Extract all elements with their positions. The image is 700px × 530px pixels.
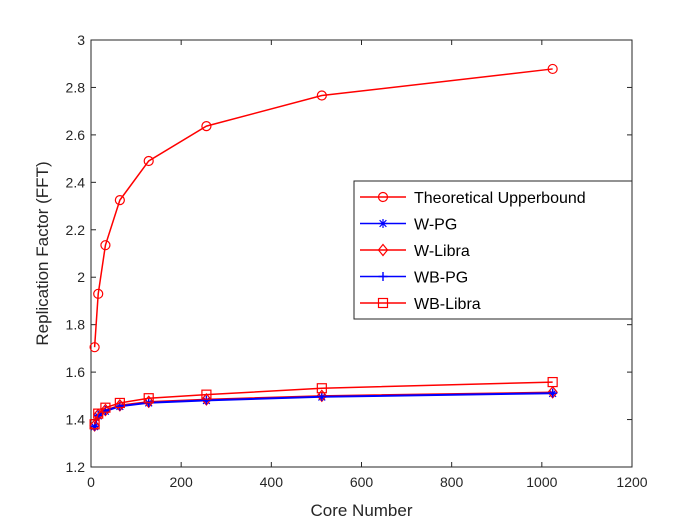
data-point	[100, 240, 111, 251]
y-tick-label: 2.4	[66, 174, 86, 190]
data-point	[316, 383, 327, 394]
legend-item: Theoretical Upperbound	[360, 190, 586, 207]
circle-marker-shape	[143, 155, 154, 167]
data-point	[201, 121, 212, 132]
x-tick-label: 600	[350, 474, 374, 490]
y-axis: 1.2 1.4 1.6 1.8 2 2.2 2.4 2.6 2.8 3	[66, 32, 632, 475]
y-tick-label: 3	[77, 32, 85, 48]
legend-marker	[377, 191, 389, 203]
diamond-marker-shape	[143, 395, 154, 409]
circle-marker-shape	[93, 288, 104, 299]
legend-marker	[378, 219, 388, 228]
legend-label: W-Libra	[414, 243, 470, 260]
circle-marker-shape	[100, 240, 111, 251]
y-axis-title: Replication Factor (FFT)	[33, 161, 52, 345]
asterisk-marker-d2	[379, 219, 387, 228]
y-tick-label: 1.8	[66, 317, 86, 333]
data-point	[201, 395, 211, 405]
data-point	[143, 395, 154, 409]
square-marker-shape	[89, 419, 100, 430]
square-marker-shape	[377, 297, 389, 309]
data-point	[114, 397, 125, 409]
data-point	[143, 393, 154, 404]
square-marker-shape	[201, 389, 212, 400]
y-tick-label: 2.8	[66, 79, 86, 95]
data-point	[100, 403, 111, 417]
diamond-marker-shape	[201, 392, 212, 406]
data-point	[316, 389, 328, 403]
legend-item: W-Libra	[360, 243, 470, 260]
y-tick-label: 2	[77, 269, 85, 285]
legend-item: W-PG	[360, 217, 457, 234]
circle-marker-shape	[89, 342, 100, 353]
diamond-marker-shape	[377, 243, 389, 257]
y-tick-label: 2.2	[66, 222, 86, 238]
square-marker-shape	[547, 376, 558, 388]
data-point	[547, 63, 558, 75]
data-point	[143, 155, 154, 167]
data-point	[93, 408, 104, 419]
x-tick-label: 0	[87, 474, 95, 490]
legend-marker	[377, 243, 389, 257]
y-tick-label: 1.2	[66, 459, 86, 475]
x-tick-label: 200	[169, 474, 193, 490]
legend-item: WB-Libra	[360, 296, 481, 313]
square-marker-shape	[100, 402, 111, 413]
legend-label: WB-PG	[414, 270, 468, 287]
legend-label: W-PG	[414, 217, 457, 234]
square-marker-shape	[114, 397, 125, 409]
data-point	[547, 385, 558, 399]
series-theoretical-upperbound	[89, 63, 558, 353]
diamond-marker-shape	[316, 389, 328, 403]
legend: Theoretical Upperbound W-PG W-Libra WB-PG WB…	[353, 180, 633, 320]
diamond-marker-shape	[100, 403, 111, 417]
data-point	[93, 288, 104, 299]
data-point	[89, 419, 100, 430]
square-marker-shape	[143, 393, 154, 404]
legend-label: Theoretical Upperbound	[414, 190, 586, 207]
circle-marker-shape	[547, 63, 558, 75]
y-tick-label: 2.6	[66, 127, 86, 143]
y-tick-label: 1.6	[66, 364, 86, 380]
y-tick-label: 1.4	[66, 412, 86, 428]
diamond-marker-shape	[547, 385, 558, 399]
x-tick-label: 1000	[526, 474, 557, 490]
circle-marker-shape	[201, 121, 212, 132]
series-wb-libra	[89, 376, 558, 430]
circle-marker-shape	[114, 195, 125, 206]
series-line	[93, 68, 553, 348]
data-point	[317, 392, 327, 402]
data-point	[316, 90, 327, 101]
circle-marker-shape	[377, 191, 389, 203]
legend-marker	[378, 272, 388, 281]
x-tick-label: 800	[440, 474, 464, 490]
data-point	[100, 402, 111, 413]
square-marker-shape	[93, 408, 104, 419]
data-point	[201, 389, 212, 400]
legend-item: WB-PG	[360, 270, 468, 287]
series-line	[93, 381, 553, 425]
data-point	[89, 342, 100, 353]
square-marker-shape	[316, 383, 327, 394]
data-point	[201, 392, 212, 406]
circle-marker-shape	[316, 90, 327, 101]
data-point	[548, 388, 558, 398]
series-line	[93, 392, 553, 427]
x-axis-title: Core Number	[310, 501, 412, 520]
diamond-marker-shape	[89, 419, 100, 432]
data-point	[89, 419, 100, 432]
data-point	[114, 195, 125, 206]
x-tick-label: 1200	[616, 474, 647, 490]
x-axis: 0 200 400 600 800 1000 1200	[87, 40, 648, 490]
legend-marker	[377, 297, 389, 309]
legend-label: WB-Libra	[414, 296, 481, 313]
x-tick-label: 400	[260, 474, 284, 490]
data-point	[547, 376, 558, 388]
